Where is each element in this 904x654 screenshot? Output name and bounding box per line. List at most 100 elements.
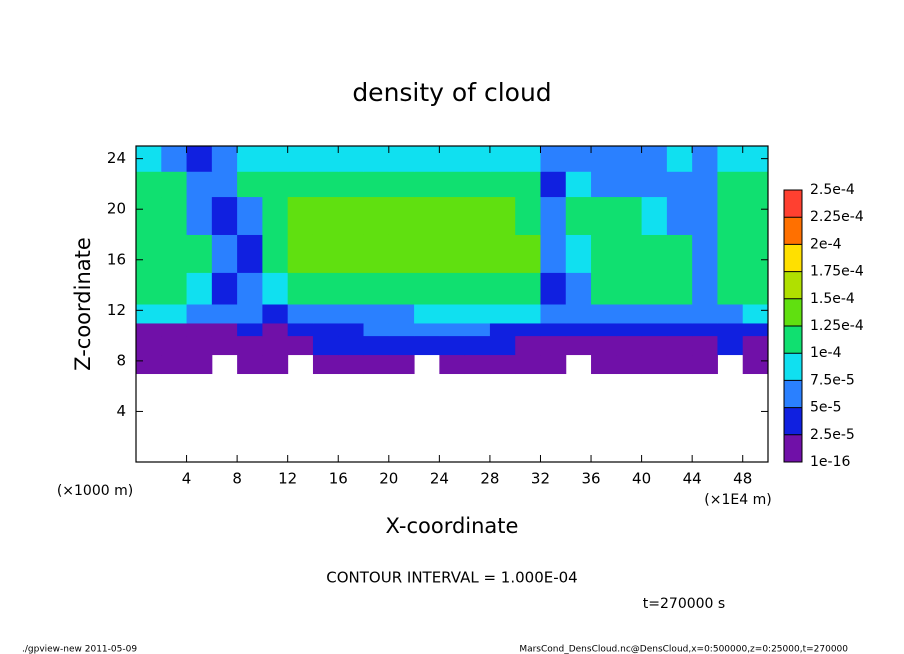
heat-cell [666, 196, 693, 235]
chart-title: density of cloud [352, 78, 551, 107]
heat-cell [666, 354, 693, 375]
heat-cell [186, 304, 213, 324]
heat-cell [186, 354, 213, 375]
heat-cell [666, 335, 693, 356]
heat-cell [211, 304, 238, 324]
heat-cell [414, 322, 440, 337]
heat-cell [565, 171, 592, 198]
heat-cell [616, 234, 643, 273]
footer-left: ./gpview-new 2011-05-09 [22, 645, 137, 654]
heat-cell [464, 304, 491, 324]
heat-cell [616, 335, 643, 356]
x-tick-label: 28 [480, 470, 499, 488]
y-axis-label: Z-coordinate [71, 237, 95, 371]
colorbar-band [784, 298, 802, 326]
heat-cell [237, 322, 263, 337]
heat-cell [641, 171, 668, 198]
heat-cell [540, 196, 567, 235]
heat-cell [742, 335, 769, 356]
heat-cell [666, 322, 693, 337]
heat-cell [136, 171, 162, 198]
heat-cell [616, 272, 643, 305]
y-tick-label: 16 [107, 250, 126, 268]
y-tick-label: 4 [116, 402, 126, 420]
heat-cell [211, 322, 238, 337]
heat-cell [363, 322, 390, 337]
heat-cell [616, 171, 643, 198]
heat-cell [237, 234, 263, 273]
heat-cell [262, 335, 289, 356]
y-tick-label: 20 [107, 200, 126, 218]
heat-cell [515, 304, 541, 324]
heat-cell [338, 335, 365, 356]
heat-cell [388, 304, 415, 324]
x-axis-label: X-coordinate [386, 514, 519, 538]
x-tick-label: 12 [278, 470, 297, 488]
heat-cell [237, 171, 263, 198]
x-tick-label: 32 [531, 470, 550, 488]
heat-cell [414, 304, 440, 324]
heat-cell [161, 304, 188, 324]
heat-cell [464, 322, 491, 337]
heat-cell [692, 171, 718, 198]
heat-cell [211, 146, 238, 172]
colorbar-label: 1e-4 [810, 345, 842, 361]
heat-cell [211, 272, 238, 305]
heat-cell [237, 272, 263, 305]
heat-cell [237, 354, 263, 375]
heat-cell [312, 171, 339, 198]
heat-cell [641, 146, 668, 172]
heat-cell [464, 196, 491, 235]
x-unit: (×1E4 m) [704, 492, 771, 508]
heat-cell [565, 304, 592, 324]
heat-cell [464, 234, 491, 273]
heat-cell [515, 196, 541, 235]
x-tick-label: 20 [379, 470, 398, 488]
heat-cell [666, 272, 693, 305]
heat-cell [338, 304, 365, 324]
heat-cell [591, 322, 617, 337]
heat-cell [388, 322, 415, 337]
colorbar-band [784, 380, 802, 408]
heat-cell [666, 234, 693, 273]
heat-cell [540, 171, 567, 198]
heat-cell [186, 272, 213, 305]
heat-cell [565, 196, 592, 235]
heat-cell [186, 335, 213, 356]
heat-cell [742, 322, 769, 337]
heat-cell [388, 354, 415, 375]
heat-cell [742, 304, 769, 324]
heat-cell [515, 171, 541, 198]
heat-cell [363, 146, 390, 172]
heat-cell [591, 354, 617, 375]
heat-cell [287, 234, 314, 273]
heat-cell [388, 335, 415, 356]
heat-cell [161, 272, 188, 305]
heat-cell [262, 171, 289, 198]
heat-cell [692, 335, 718, 356]
heat-cell [717, 196, 744, 235]
colorbar-label: 2.5e-5 [810, 427, 855, 443]
y-tick-label: 8 [116, 351, 126, 369]
heat-cell [717, 304, 744, 324]
heat-cell [692, 196, 718, 235]
time-label: t=270000 s [643, 596, 725, 612]
heat-cell [641, 272, 668, 305]
heat-cell [363, 196, 390, 235]
footer-right: MarsCond_DensCloud.nc@DensCloud,x=0:5000… [519, 645, 848, 654]
heat-cell [439, 335, 466, 356]
heat-cell [237, 304, 263, 324]
heat-cell [338, 322, 365, 337]
heat-cell [439, 234, 466, 273]
heat-cell [237, 196, 263, 235]
heat-cell [641, 234, 668, 273]
heat-cell [312, 146, 339, 172]
colorbar-label: 2.5e-4 [810, 182, 855, 198]
heat-cell [489, 322, 516, 337]
heat-cell [565, 322, 592, 337]
heat-cell [287, 272, 314, 305]
heat-cell [136, 272, 162, 305]
heat-cell [515, 272, 541, 305]
heat-cell [414, 234, 440, 273]
x-tick-label: 44 [683, 470, 702, 488]
